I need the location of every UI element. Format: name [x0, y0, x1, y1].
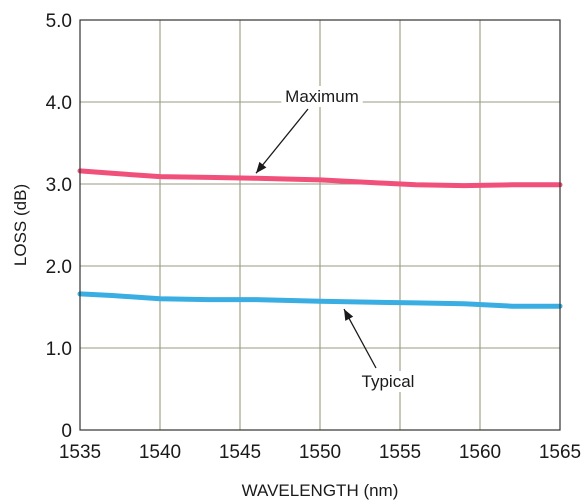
x-tick-label: 1555 — [379, 442, 421, 463]
y-tick-label: 4.0 — [46, 93, 72, 114]
y-tick-label: 3.0 — [46, 175, 72, 196]
annotation-arrowhead — [256, 161, 267, 174]
series-lines — [77, 168, 563, 309]
annotation-backdrop — [347, 371, 429, 392]
annotation-backdrop — [281, 86, 363, 107]
y-tick-label: 1.0 — [46, 339, 72, 360]
plot-frame — [79, 19, 561, 431]
y-tick-label: 2.0 — [46, 257, 72, 278]
series-line-maximum — [77, 168, 563, 189]
annotation-arrow-line — [255, 108, 309, 174]
annotation-arrow-line — [343, 308, 377, 369]
grid-lines — [80, 20, 560, 430]
annotation-arrowhead — [344, 309, 354, 321]
series-line-typical — [77, 291, 563, 309]
annotation-label: Typical — [362, 372, 415, 391]
x-tick-label: 1535 — [59, 442, 101, 463]
x-tick-label: 1540 — [139, 442, 181, 463]
annotation-label: Maximum — [285, 87, 359, 106]
tick-labels: 1535 1540 1545 1550 1555 1560 1565 0 1.0 2.0 3.0 4.… — [46, 11, 582, 463]
x-tick-label: 1545 — [219, 442, 261, 463]
x-tick-label: 1560 — [459, 442, 501, 463]
y-tick-label: 0 — [61, 421, 72, 442]
y-tick-label: 5.0 — [46, 11, 72, 32]
annotations: Maximum Typical — [255, 86, 429, 392]
y-axis-title: LOSS (dB) — [11, 184, 30, 266]
x-tick-label: 1550 — [299, 442, 341, 463]
x-axis-title: WAVELENGTH (nm) — [242, 481, 399, 500]
x-tick-label: 1565 — [539, 442, 581, 463]
